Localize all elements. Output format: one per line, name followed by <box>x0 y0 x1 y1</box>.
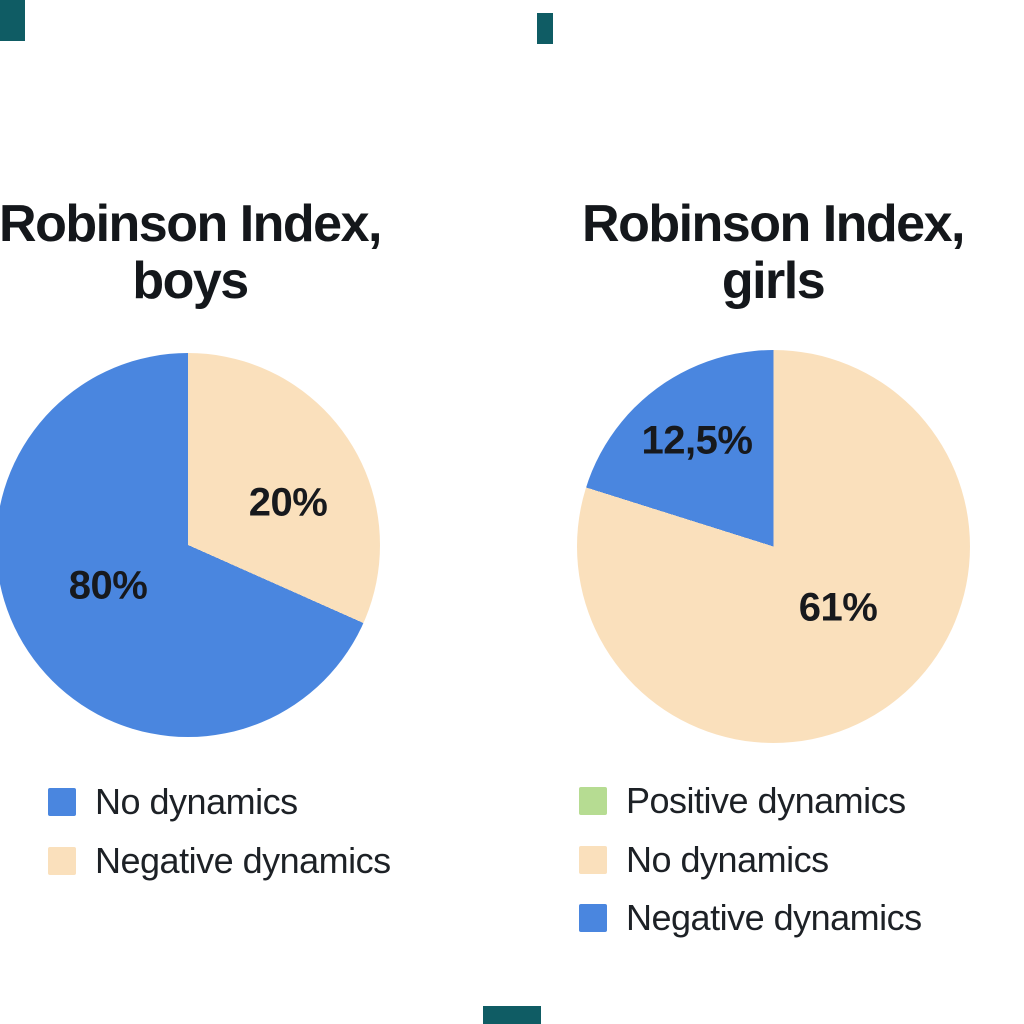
legend-label: No dynamics <box>626 839 829 880</box>
legend-item-girls-no-dynamics: No dynamics <box>579 839 829 880</box>
teal-mark-top-left <box>0 0 25 41</box>
slice-label-girls-no-dynamics: 61% <box>798 585 878 630</box>
legend-item-boys-negative-dynamics: Negative dynamics <box>48 840 391 881</box>
legend-item-girls-negative-dynamics: Negative dynamics <box>579 897 922 938</box>
legend-swatch-blue <box>579 904 607 932</box>
slice-label-boys-negative: 20% <box>248 480 328 525</box>
legend-swatch-peach <box>48 847 76 875</box>
legend-swatch-green <box>579 787 607 815</box>
legend-label: No dynamics <box>95 781 298 822</box>
teal-mark-bottom-middle <box>483 1006 541 1024</box>
chart-title-boys: Robinson Index, boys <box>0 195 382 310</box>
pie-chart-boys <box>0 353 380 737</box>
pie-chart-girls <box>577 350 970 743</box>
legend-label: Positive dynamics <box>626 780 906 821</box>
chart-title-girls: Robinson Index, girls <box>582 195 965 310</box>
teal-mark-top-middle <box>537 13 553 44</box>
slice-label-boys-no-dynamics: 80% <box>68 563 148 608</box>
legend-item-girls-positive-dynamics: Positive dynamics <box>579 780 906 821</box>
slice-label-girls-negative: 12,5% <box>641 418 753 463</box>
legend-swatch-peach <box>579 846 607 874</box>
legend-item-boys-no-dynamics: No dynamics <box>48 781 298 822</box>
legend-label: Negative dynamics <box>626 897 922 938</box>
legend-swatch-blue <box>48 788 76 816</box>
legend-label: Negative dynamics <box>95 840 391 881</box>
